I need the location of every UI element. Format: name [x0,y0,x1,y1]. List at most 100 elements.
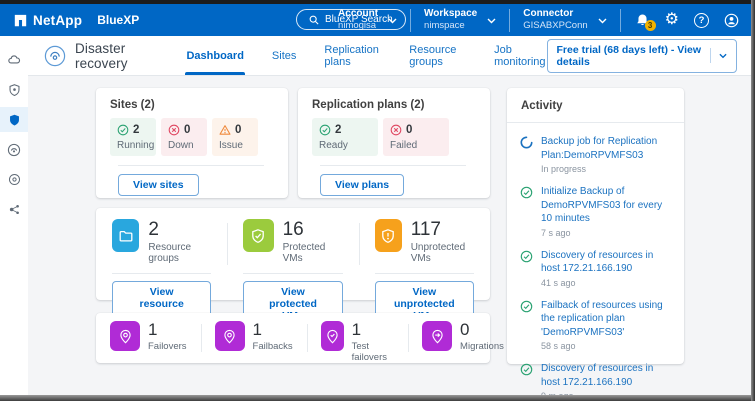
check-circle-icon [117,124,129,136]
test-failovers-label: Test failovers [351,341,387,363]
sites-down-label: Down [168,140,194,151]
failovers-count: 1 [148,320,158,339]
connector-menu[interactable]: Connector GISABXPConn [510,8,619,32]
netapp-logo-icon [14,14,27,27]
user-account-button[interactable] [724,13,739,28]
test-failovers-count: 1 [351,320,362,339]
divider [509,8,511,32]
check-circle-icon [520,362,533,401]
workspace-menu-label: Workspace [424,7,478,19]
activity-item-time: 41 s ago [541,277,576,288]
activity-item-link[interactable]: Backup job for Replication Plan:DemoRPVM… [541,136,658,161]
page-title: Disaster recovery [75,40,128,71]
sidebar-item-share[interactable] [0,197,28,222]
resource-groups-label: Resource groups [148,242,192,264]
service-header: Disaster recovery Dashboard Sites Replic… [28,36,751,76]
check-circle-icon [520,249,533,288]
activity-item-time: In progress [541,164,587,174]
gear-icon: ⚙ [664,11,679,28]
test-failovers-section: 1 Test failovers [306,320,408,363]
view-plans-button[interactable]: View plans [320,174,405,196]
brand-product: BlueXP [97,13,140,27]
resource-groups-section: 2 Resource groups View resource groups [96,219,227,327]
sites-running-value: 2 [133,124,140,136]
brand-name: NetApp [33,12,83,28]
bluexp-search-button[interactable]: BlueXP Search [296,9,406,30]
tab-sites[interactable]: Sites [271,49,297,62]
workspace-menu[interactable]: Workspace nimspace [411,8,509,32]
activity-item: Initialize Backup of DemoRPVMFS03 for ev… [520,185,671,238]
shield-alert-icon [374,219,402,252]
shield-dot-icon [8,83,21,97]
sidebar-item-disaster-recovery[interactable] [0,137,28,162]
window-edge-bottom [0,395,755,401]
sidebar-item-storage[interactable] [0,47,28,72]
plans-ready-label: Ready [319,140,348,151]
bell-icon [635,13,650,28]
activity-item-link[interactable]: Discovery of resources in host 172.21.16… [541,249,654,275]
sidebar-item-protection-active[interactable] [0,107,28,132]
failovers-label: Failovers [148,341,187,352]
divider [118,165,264,166]
sidebar-item-health[interactable] [0,77,28,102]
tab-dashboard[interactable]: Dashboard [185,36,246,75]
window-edge-top [0,0,755,4]
pin-arrow-icon [422,321,453,351]
divider [710,48,711,63]
failbacks-section: 1 Failbacks [200,321,307,355]
account-menu-label: Account [338,7,379,19]
free-trial-button[interactable]: Free trial (68 days left) - View details [546,38,737,73]
shield-check-icon [243,219,274,252]
view-sites-button[interactable]: View sites [118,174,199,196]
cloud-icon [7,53,21,67]
top-right-controls: Account nimogisa Workspace nimspace [325,8,739,32]
replication-plans-card: Replication plans (2) 2 Ready 0 [298,88,490,198]
protected-vms-section: 16 Protected VMs View protected VMs [227,219,358,327]
target-icon [8,173,21,186]
sites-issue-value: 0 [235,124,242,136]
window-edge-right [751,0,755,401]
migrations-label: Migrations [460,341,504,352]
tab-job-monitoring[interactable]: Job monitoring [494,43,546,68]
sites-down-stat: 0 Down [161,118,207,156]
migrations-section: 0 Migrations [408,321,518,355]
activity-item-link[interactable]: Failback of resources using the replicat… [541,299,663,338]
plans-ready-stat: 2 Ready [312,118,378,156]
account-menu-value: nimogisa [338,20,377,32]
settings-button[interactable]: ⚙ [665,11,679,29]
activity-item-time: 7 s ago [541,227,571,238]
tab-resource-groups[interactable]: Resource groups [409,43,457,68]
sites-issue-label: Issue [219,140,243,151]
brand-logo[interactable]: NetApp BlueXP [14,13,139,28]
divider [374,273,474,274]
plans-failed-label: Failed [390,140,418,151]
help-button[interactable]: ? [694,12,709,28]
chevron-down-icon [598,8,607,29]
notification-badge: 3 [644,19,656,31]
service-tabs: Dashboard Sites Replication plans Resour… [185,36,546,75]
operations-card: 1 Failovers 1 Failbacks 1 Test failovers [96,313,504,363]
share-nodes-icon [8,203,21,216]
sites-issue-stat: 0 Issue [212,118,258,156]
pin-check-icon [320,321,344,351]
tab-replication-plans[interactable]: Replication plans [324,43,379,68]
activity-item-time: 58 s ago [541,341,576,351]
plans-card-title: Replication plans (2) [312,99,425,111]
top-navigation-bar: NetApp BlueXP BlueXP Search Account nimo… [0,4,751,36]
protected-vms-count: 16 [282,219,304,240]
chevron-down-icon[interactable] [719,53,727,59]
sites-card-title: Sites (2) [110,99,155,111]
shield-filled-icon [8,113,21,127]
plans-ready-value: 2 [335,124,342,136]
protected-vms-label: Protected VMs [282,242,326,264]
sidebar-item-observability[interactable] [0,167,28,192]
activity-item-link[interactable]: Initialize Backup of DemoRPVMFS03 for ev… [541,186,663,224]
activity-item-link[interactable]: Discovery of resources in host 172.21.16… [541,363,654,388]
migrations-count: 0 [460,320,470,339]
activity-item: Discovery of resources in host 172.21.16… [520,249,671,288]
notifications-button[interactable]: 3 [635,13,656,31]
resource-groups-count: 2 [148,219,159,240]
spinner-icon [520,135,533,174]
divider [243,273,343,274]
activity-item: Backup job for Replication Plan:DemoRPVM… [520,135,671,174]
